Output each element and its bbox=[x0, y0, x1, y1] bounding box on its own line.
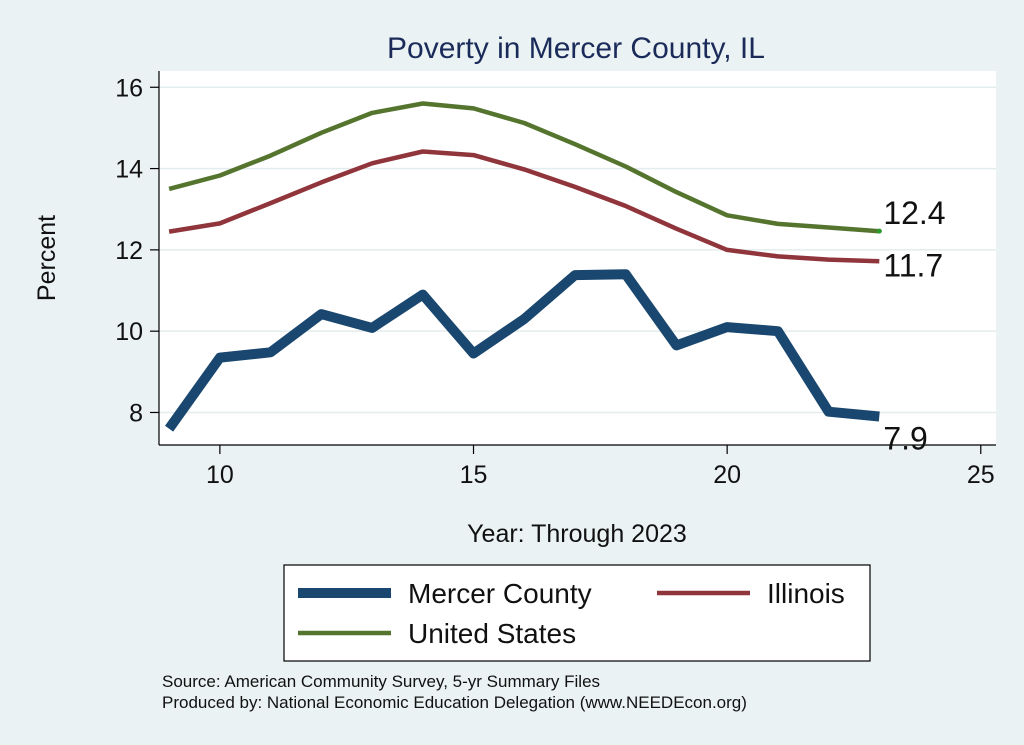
legend-label: United States bbox=[408, 618, 576, 649]
x-tick-label: 20 bbox=[713, 461, 741, 489]
x-tick-label: 15 bbox=[460, 461, 488, 489]
legend: Mercer County Illinois United States bbox=[283, 564, 871, 662]
legend-label: Illinois bbox=[767, 578, 845, 609]
x-tick-label: 10 bbox=[206, 461, 234, 489]
legend-label: Mercer County bbox=[408, 578, 592, 609]
y-tick-label: 10 bbox=[115, 318, 143, 346]
y-tick-label: 16 bbox=[115, 74, 143, 102]
series-lines bbox=[165, 101, 880, 432]
end-labels: 7.9 11.7 12.4 bbox=[876, 195, 946, 457]
chart-title: Poverty in Mercer County, IL bbox=[387, 32, 765, 65]
series-line-mercer-county bbox=[165, 269, 880, 432]
y-tick-label: 14 bbox=[115, 156, 143, 184]
x-axis-title: Year: Through 2023 bbox=[467, 520, 687, 548]
series-line-united-states bbox=[168, 101, 880, 234]
plot-area bbox=[159, 71, 996, 445]
axes: 8 10 12 14 16 10 15 20 25 bbox=[115, 71, 996, 489]
end-label: 12.4 bbox=[883, 195, 945, 231]
source-line-2: Produced by: National Economic Education… bbox=[162, 693, 747, 712]
x-tick-label: 25 bbox=[967, 461, 995, 489]
end-label: 7.9 bbox=[883, 421, 927, 457]
series-line-illinois bbox=[168, 149, 880, 264]
source-line-1: Source: American Community Survey, 5-yr … bbox=[162, 672, 600, 691]
y-axis-title: Percent bbox=[33, 215, 61, 301]
y-tick-label: 8 bbox=[129, 399, 143, 427]
end-marker bbox=[876, 228, 882, 234]
end-label: 11.7 bbox=[883, 247, 943, 283]
y-tick-label: 12 bbox=[115, 237, 143, 265]
legend-box bbox=[283, 564, 871, 662]
